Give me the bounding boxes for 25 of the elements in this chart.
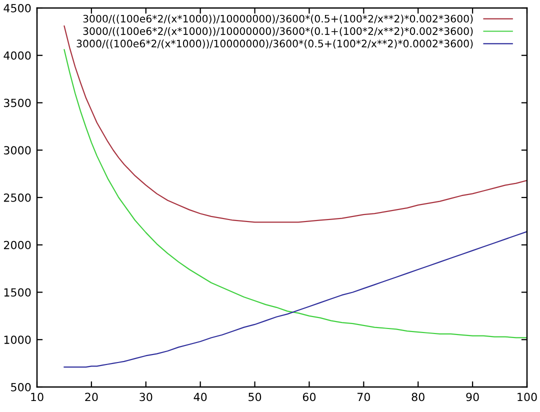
legend-label: 3000/((100e6*2/(x*1000))/10000000)/3600*(0.5+(100*2/x**2)*0.002*3600): [83, 14, 473, 24]
x-tick-label: 20: [85, 392, 98, 402]
legend-label: 3000/((100e6*2/(x*1000))/10000000)/3600*(0.5+(100*2/x**2)*0.0002*3600): [76, 40, 473, 49]
y-tick-label: 4000: [4, 51, 31, 60]
x-tick-label: 90: [466, 392, 479, 402]
legend-label: 3000/((100e6*2/(x*1000))/10000000)/3600*(0.1+(100*2/x**2)*0.002*3600): [83, 27, 473, 36]
y-tick-label: 2500: [4, 193, 31, 202]
y-tick-label: 3500: [4, 98, 31, 108]
x-tick-label: 40: [194, 392, 207, 402]
y-tick-label: 3000: [4, 146, 31, 155]
line-series: [64, 49, 527, 338]
y-tick-label: 1000: [4, 336, 31, 344]
x-tick-label: 10: [31, 392, 44, 402]
x-tick-label: 50: [248, 392, 262, 402]
x-tick-label: 100: [518, 392, 537, 402]
y-tick-label: 2000: [4, 240, 31, 250]
line-series: [64, 231, 527, 368]
x-tick-label: 30: [140, 392, 152, 402]
y-tick-label: 1500: [4, 288, 31, 297]
x-tick-label: 80: [412, 392, 424, 402]
line-series: [64, 25, 527, 223]
x-tick-label: 70: [358, 392, 370, 402]
y-tick-label: 500: [11, 382, 31, 392]
y-tick-label: 4500: [4, 4, 31, 12]
x-tick-label: 60: [302, 392, 316, 402]
